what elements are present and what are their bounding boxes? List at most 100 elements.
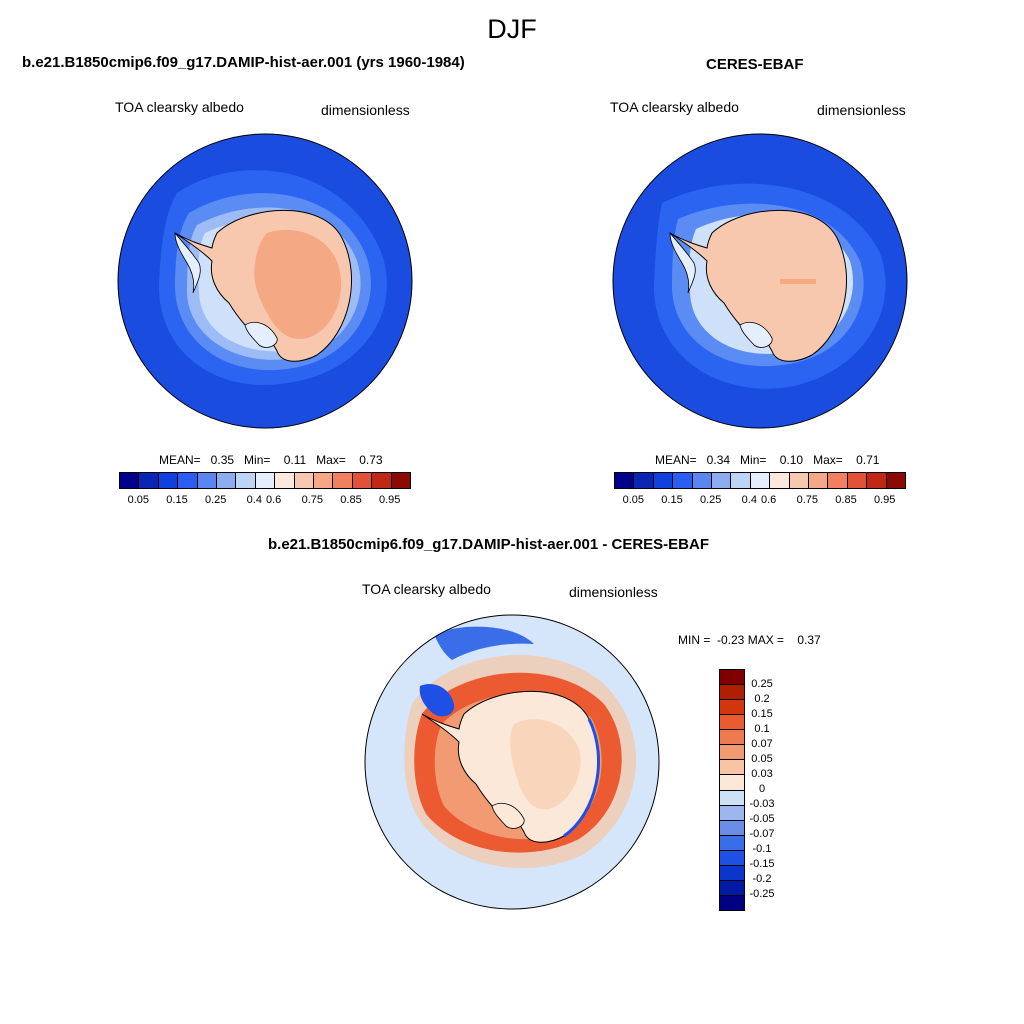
colorbar-cell xyxy=(615,473,635,488)
colorbar-tick-label: 0.25 xyxy=(699,494,722,506)
left-panel-title: b.e21.B1850cmip6.f09_g17.DAMIP-hist-aer.… xyxy=(22,54,465,71)
colorbar-cell xyxy=(720,700,744,716)
colorbar-tick-label: 0 xyxy=(758,783,766,795)
colorbar-tick-label: 0.6 xyxy=(761,494,777,506)
colorbar-cell xyxy=(720,805,744,821)
colorbar-tick-label: 0.05 xyxy=(127,494,150,506)
diff-panel-title: b.e21.B1850cmip6.f09_g17.DAMIP-hist-aer.… xyxy=(268,536,709,553)
main-title: DJF xyxy=(487,14,537,44)
colorbar-tick-label: -0.25 xyxy=(749,888,775,900)
colorbar-cell xyxy=(720,685,744,701)
colorbar-cell xyxy=(770,473,790,488)
right-ross-shelf xyxy=(739,321,773,348)
colorbar-tick-label: -0.03 xyxy=(749,798,775,810)
colorbar-cell xyxy=(139,473,159,488)
left-interior-high xyxy=(254,229,342,339)
diff-variable-label: TOA clearsky albedo xyxy=(362,581,491,597)
diff-interior-warm xyxy=(510,719,581,810)
left-stats: MEAN= 0.35 Min= 0.11 Max= 0.73 xyxy=(159,453,383,467)
colorbar-tick-label: 0.75 xyxy=(796,494,819,506)
colorbar-tick-label: 0.15 xyxy=(661,494,683,506)
colorbar-tick-label: 0.03 xyxy=(751,768,773,780)
colorbar-cell xyxy=(158,473,179,488)
colorbar-cell xyxy=(720,820,744,836)
colorbar-cell xyxy=(294,473,315,488)
colorbar-cell xyxy=(720,775,744,791)
right-map xyxy=(612,133,908,429)
left-units-label: dimensionless xyxy=(321,102,410,118)
left-map xyxy=(117,133,413,429)
colorbar-cell xyxy=(178,473,198,488)
right-interior-patch xyxy=(780,279,816,284)
right-map-border xyxy=(612,133,908,429)
left-colorbar xyxy=(119,472,411,489)
colorbar-tick-label: 0.95 xyxy=(873,494,896,506)
left-map-border xyxy=(117,133,413,429)
colorbar-cell xyxy=(886,473,906,488)
colorbar-cell xyxy=(847,473,868,488)
colorbar-tick-label: 0.07 xyxy=(751,738,773,750)
colorbar-cell xyxy=(217,473,237,488)
colorbar-cell xyxy=(692,473,713,488)
diff-weddell-cool xyxy=(434,626,534,660)
colorbar-cell xyxy=(867,473,887,488)
colorbar-cell xyxy=(673,473,693,488)
colorbar-cell xyxy=(720,670,744,686)
right-peninsula xyxy=(669,231,696,294)
colorbar-cell xyxy=(720,835,744,851)
colorbar-cell xyxy=(255,473,276,488)
left-ross-shelf xyxy=(244,321,278,348)
right-units-label: dimensionless xyxy=(817,102,906,118)
colorbar-cell xyxy=(731,473,751,488)
colorbar-tick-label: 0.1 xyxy=(754,723,770,735)
colorbar-cell xyxy=(352,473,373,488)
diff-colorbar-labels: 0.25 0.2 0.15 0.1 0.07 0.05 0.03 0 -0.03 -0.05 -0.… xyxy=(749,669,774,909)
colorbar-cell xyxy=(720,865,744,881)
colorbar-tick-label: 0.85 xyxy=(835,494,857,506)
diff-ross-shelf xyxy=(491,802,525,829)
colorbar-cell xyxy=(391,473,411,488)
colorbar-cell xyxy=(372,473,392,488)
colorbar-tick-label: 0.4 xyxy=(246,494,262,506)
colorbar-cell xyxy=(720,730,744,746)
colorbar-tick-label: 0.6 xyxy=(266,494,282,506)
colorbar-cell xyxy=(120,473,140,488)
colorbar-tick-label: 0.85 xyxy=(340,494,362,506)
colorbar-tick-label: 0.15 xyxy=(751,708,773,720)
colorbar-tick-label: 0.25 xyxy=(204,494,227,506)
diff-colorbar xyxy=(719,669,745,911)
colorbar-cell xyxy=(275,473,295,488)
colorbar-tick-label: -0.2 xyxy=(752,873,772,885)
colorbar-tick-label: 0.15 xyxy=(166,494,188,506)
colorbar-cell xyxy=(712,473,732,488)
diff-peninsula-cool xyxy=(419,684,455,717)
colorbar-cell xyxy=(828,473,848,488)
colorbar-cell xyxy=(720,715,744,731)
right-variable-label: TOA clearsky albedo xyxy=(610,99,739,115)
colorbar-cell xyxy=(720,850,744,866)
colorbar-tick-label: -0.1 xyxy=(752,843,772,855)
colorbar-tick-label: 0.2 xyxy=(754,693,770,705)
colorbar-cell xyxy=(720,790,744,806)
diff-map xyxy=(364,614,660,910)
diff-stats: MIN = -0.23 MAX = 0.37 xyxy=(678,633,821,647)
colorbar-cell xyxy=(750,473,771,488)
colorbar-cell xyxy=(789,473,810,488)
left-colorbar-labels: 0.05 0.15 0.25 0.4 0.6 0.75 0.85 0.95 xyxy=(119,494,409,508)
colorbar-cell xyxy=(634,473,654,488)
left-peninsula xyxy=(174,231,201,294)
colorbar-cell xyxy=(236,473,256,488)
colorbar-tick-label: 0.95 xyxy=(378,494,401,506)
right-colorbar-labels: 0.05 0.15 0.25 0.4 0.6 0.75 0.85 0.95 xyxy=(614,494,904,508)
colorbar-tick-label: -0.05 xyxy=(749,813,775,825)
colorbar-tick-label: 0.75 xyxy=(301,494,324,506)
colorbar-tick-label: 0.25 xyxy=(751,678,773,690)
colorbar-cell xyxy=(653,473,674,488)
right-colorbar xyxy=(614,472,906,489)
diff-coast-cool xyxy=(563,718,601,838)
colorbar-cell xyxy=(197,473,218,488)
colorbar-cell xyxy=(720,895,744,910)
colorbar-tick-label: -0.07 xyxy=(749,828,775,840)
colorbar-tick-label: 0.4 xyxy=(741,494,757,506)
colorbar-cell xyxy=(720,880,744,896)
